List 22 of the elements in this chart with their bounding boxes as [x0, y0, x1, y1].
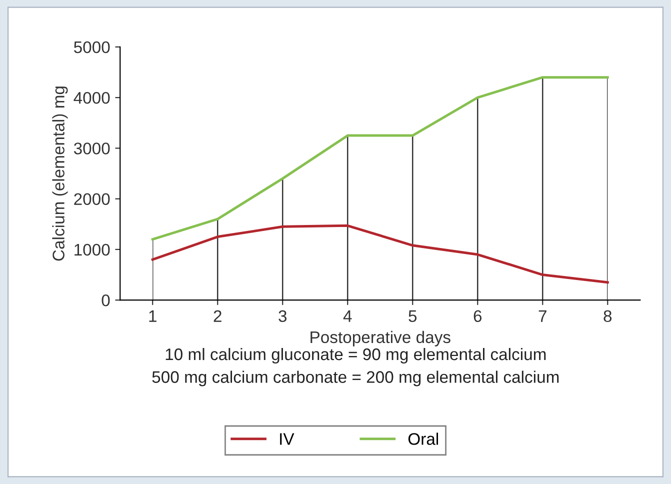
- x-axis-title: Postoperative days: [310, 330, 450, 346]
- y-tick-label: 5000: [74, 41, 110, 54]
- text: 500 mg calcium carbonate = 200 mg elemental calcium: [152, 370, 559, 386]
- text: 10 ml calcium gluconate = 90 mg elemental calcium: [166, 348, 546, 364]
- x-tick-label: 4: [343, 310, 352, 322]
- x-tick-label: 5: [408, 310, 417, 322]
- y-tick-label: 1000: [74, 244, 110, 256]
- y-tick-label: 3000: [74, 142, 110, 154]
- legend-label: Oral: [408, 432, 438, 445]
- x-tick-label: 8: [604, 310, 612, 322]
- y-tick-label: 0: [102, 294, 110, 306]
- x-tick-label: 7: [538, 310, 546, 322]
- line-series: [151, 76, 609, 241]
- line-series: [151, 224, 609, 284]
- x-tick-label: 2: [214, 310, 222, 322]
- legend-label: IV: [280, 433, 294, 445]
- y-axis-title: Calcium (elemental) mg: [52, 86, 68, 261]
- y-tick-label: 2000: [74, 193, 110, 206]
- x-tick-label: 6: [474, 310, 482, 322]
- x-tick-label: 3: [278, 310, 287, 322]
- y-tick-label: 4000: [74, 92, 110, 104]
- x-tick-label: 1: [149, 310, 156, 322]
